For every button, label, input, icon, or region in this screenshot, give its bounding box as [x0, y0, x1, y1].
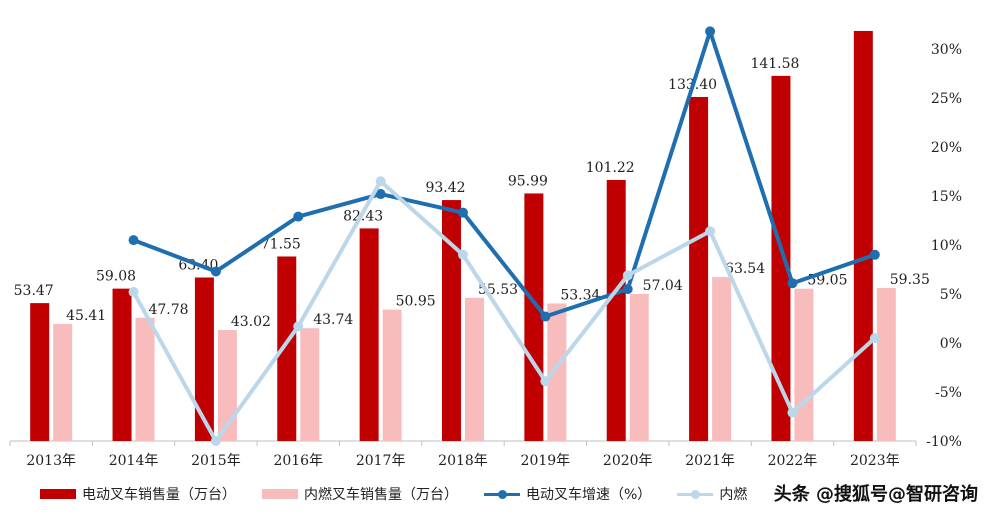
y-right-tick-label: 15% [931, 189, 962, 205]
bar [217, 330, 237, 441]
legend-swatch-electric-growth [484, 489, 520, 499]
series-line [131, 179, 877, 443]
line-point [375, 189, 386, 200]
line-point [622, 284, 633, 295]
line-point [540, 311, 551, 322]
bar-data-label: 50.95 [396, 294, 436, 310]
bar [689, 96, 709, 442]
bar [629, 293, 649, 441]
bar-data-label: 43.02 [231, 314, 271, 330]
bar-data-label: 95.99 [508, 173, 548, 189]
bar-data-label: 63.54 [725, 261, 765, 277]
y-right-tick-label: 20% [931, 140, 962, 156]
line-point [705, 226, 716, 237]
line-point [375, 176, 386, 187]
x-tick-label: 2016年 [273, 453, 323, 469]
legend-label-ice-sales: 内燃叉车销售量（万台） [304, 487, 458, 503]
line-point [705, 26, 716, 37]
x-tick-label: 2014年 [109, 453, 159, 469]
bar-data-label: 141.58 [750, 56, 799, 72]
line-point [540, 376, 551, 387]
bar [771, 75, 791, 442]
bar-data-label: 43.74 [313, 312, 353, 328]
y-right-tick-label: -5% [935, 385, 962, 401]
x-tick-label: 2022年 [768, 453, 818, 469]
line-point [293, 211, 304, 222]
bar [194, 277, 214, 441]
legend-swatch-ice-growth [677, 489, 714, 499]
y-right-tick-label: 0% [940, 336, 962, 352]
bar-data-label: 93.42 [425, 180, 465, 196]
y-right-tick-label: -10% [926, 434, 962, 450]
line-point [787, 278, 798, 289]
line-point [128, 287, 139, 298]
x-tick-label: 2013年 [26, 453, 76, 469]
chart-legend: 电动叉车销售量（万台） 内燃叉车销售量（万台） 电动叉车增速（%） 内燃 [40, 482, 773, 506]
bar-data-label: 101.22 [586, 160, 635, 176]
legend-label-electric-sales: 电动叉车销售量（万台） [82, 487, 236, 503]
legend-label-electric-growth: 电动叉车增速（%） [526, 487, 652, 503]
bar-data-label: 59.35 [890, 272, 930, 288]
bar-data-label: 45.41 [66, 308, 106, 324]
x-tick-label: 2021年 [685, 453, 735, 469]
bar [112, 288, 132, 441]
x-tick-label: 2015年 [191, 453, 241, 469]
y-right-tick-label: 25% [931, 91, 962, 107]
x-tick-label: 2019年 [521, 453, 571, 469]
line-point [869, 333, 880, 344]
bar [300, 328, 320, 441]
legend-item-ice-sales: 内燃叉车销售量（万台） [262, 484, 458, 504]
x-tick-label: 2018年 [438, 453, 488, 469]
line-point [458, 207, 468, 218]
bar [794, 288, 814, 441]
bar [53, 323, 73, 441]
bar [712, 277, 732, 441]
x-tick-label: 2020年 [603, 453, 653, 469]
line-point [128, 235, 139, 246]
bar [524, 193, 544, 441]
bar [547, 303, 567, 441]
line-point [622, 270, 633, 281]
bar [876, 287, 896, 441]
y-right-tick-label: 10% [931, 238, 962, 254]
y-right-tick-label: 30% [931, 42, 962, 58]
bar-data-label: 47.78 [148, 302, 188, 318]
legend-item-electric-growth: 电动叉车增速（%） [484, 484, 651, 504]
watermark: 头条 @搜狐号@智研咨询 [769, 480, 982, 506]
bar [465, 297, 484, 441]
y-right-tick-label: 5% [940, 287, 962, 303]
line-point [787, 407, 798, 418]
bar-data-label: 57.04 [643, 278, 683, 294]
bar [382, 309, 402, 441]
line-point [293, 321, 304, 332]
bar [442, 200, 461, 441]
legend-label-ice-growth: 内燃 [719, 487, 748, 503]
bar-data-label: 59.08 [96, 269, 136, 285]
bar [853, 30, 873, 442]
bar-data-label: 82.43 [343, 208, 383, 224]
x-tick-label: 2023年 [850, 453, 900, 469]
bar [606, 179, 626, 441]
line-point [210, 436, 221, 446]
bar [30, 303, 50, 441]
legend-swatch-electric-sales [40, 489, 76, 499]
bar [135, 317, 155, 441]
line-point [210, 266, 221, 277]
legend-item-ice-growth: 内燃 [677, 484, 747, 504]
bar-data-label: 53.47 [14, 283, 54, 299]
line-point [458, 249, 468, 260]
x-tick-label: 2017年 [356, 453, 406, 469]
bar [359, 228, 379, 441]
bar-data-label: 71.55 [261, 236, 301, 252]
line-point [869, 249, 880, 260]
legend-item-electric-sales: 电动叉车销售量（万台） [40, 484, 236, 504]
bar [277, 256, 297, 441]
legend-swatch-ice-sales [262, 489, 298, 499]
series-line [132, 29, 876, 319]
